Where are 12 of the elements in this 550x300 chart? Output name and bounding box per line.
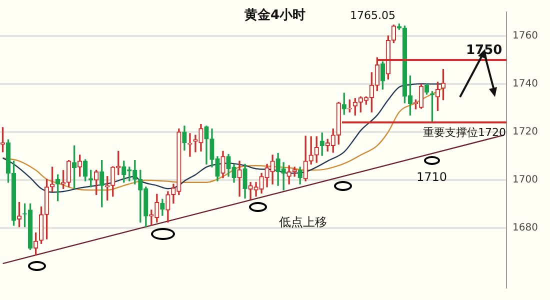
annotation: 1765.05 (350, 8, 396, 22)
annotation: 低点上移 (279, 214, 327, 230)
y-tick-label: 1700 (512, 174, 538, 186)
annotation: 1710 (416, 170, 448, 184)
ref-line-label: 重要支撑位1720 (423, 124, 506, 140)
candlestick (237, 160, 242, 197)
ref-line-label: 1750 (466, 42, 502, 58)
y-tick-label: 1740 (512, 78, 538, 90)
chart-title: 黄金4小时 (244, 7, 306, 24)
y-tick-label: 1720 (512, 126, 538, 138)
y-tick-label: 1680 (512, 222, 538, 234)
y-tick-label: 1760 (512, 30, 538, 42)
